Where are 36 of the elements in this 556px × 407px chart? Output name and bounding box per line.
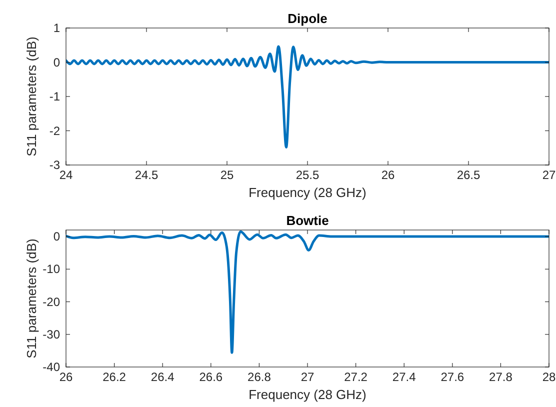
y-tick-label: -30 — [42, 327, 60, 342]
x-tick-label: 25.5 — [296, 168, 320, 182]
chart-title: Bowtie — [286, 213, 329, 228]
x-tick-label: 27.6 — [440, 370, 464, 384]
x-axis-title: Frequency (28 GHz) — [248, 387, 366, 402]
line-series — [66, 230, 549, 354]
y-axis-title: S11 parameters (dB) — [24, 238, 39, 358]
x-tick-label: 26.5 — [456, 168, 480, 182]
y-tick-label: -1 — [49, 90, 60, 104]
chart-title: Dipole — [288, 11, 328, 26]
y-tick-label: -20 — [42, 294, 60, 309]
y-tick-label: -2 — [49, 124, 60, 138]
x-tick-label: 27 — [542, 168, 556, 182]
x-tick-label: 27.4 — [392, 370, 416, 384]
x-tick-label: 25 — [220, 168, 234, 182]
x-tick-label: 27.8 — [489, 370, 513, 384]
x-axis-title: Frequency (28 GHz) — [248, 185, 366, 200]
y-axis-title: S11 parameters (dB) — [24, 36, 39, 156]
x-tick-label: 28 — [542, 370, 556, 384]
x-tick-label: 26 — [59, 370, 73, 384]
y-tick-label: -10 — [42, 262, 60, 276]
x-tick-label: 26.2 — [102, 370, 126, 384]
x-tick-label: 27 — [300, 370, 314, 384]
x-tick-label: 26.6 — [199, 370, 223, 384]
y-tick-label: -3 — [49, 158, 60, 172]
y-tick-label: 0 — [53, 55, 60, 70]
x-tick-label: 24 — [59, 168, 73, 182]
y-tick-label: -40 — [42, 360, 60, 374]
y-tick-label: 0 — [53, 230, 60, 244]
y-tick-label: 1 — [53, 21, 60, 35]
x-tick-label: 24.5 — [134, 168, 158, 182]
x-tick-label: 27.2 — [344, 370, 368, 384]
x-tick-label: 26 — [381, 168, 395, 182]
x-tick-label: 26.8 — [248, 370, 272, 384]
line-series — [66, 45, 549, 148]
x-tick-label: 26.4 — [150, 370, 175, 384]
